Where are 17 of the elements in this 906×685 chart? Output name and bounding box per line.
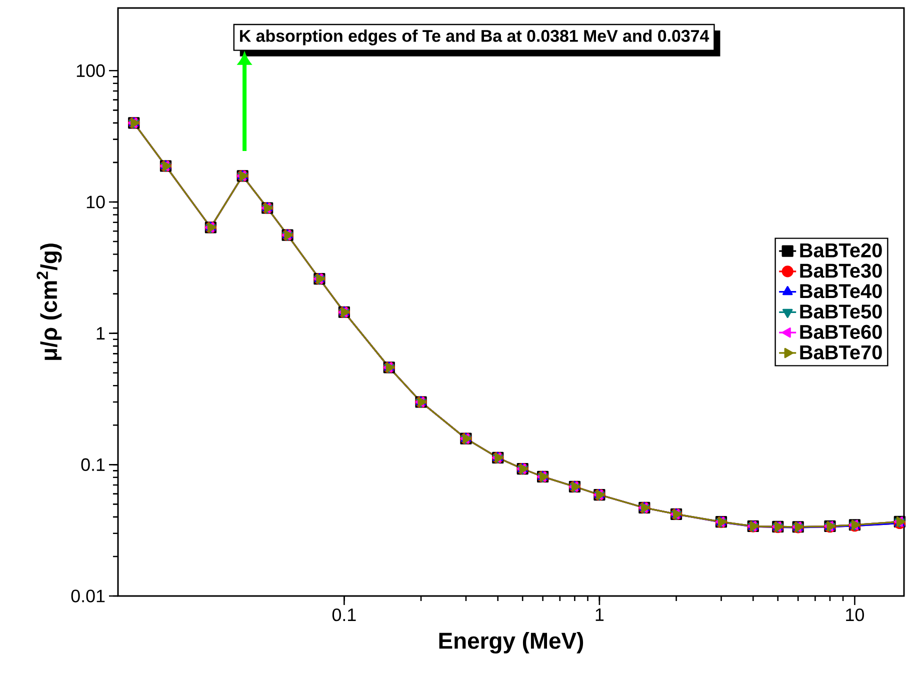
annotation: K absorption edges of Te and Ba at 0.0381 MeV and 0.0374 <box>240 29 710 46</box>
y-tick-label: 0.01 <box>71 590 105 602</box>
x-axis-title: Energy (MeV) <box>439 632 584 654</box>
x-tick-label: 1 <box>596 608 604 621</box>
x-tick-label: 10 <box>846 608 864 622</box>
legend-label: BaBTe60 <box>800 324 882 339</box>
y-tick-label: 1 <box>96 327 105 340</box>
y-axis-title: μ/ρ (cm$^{2}$/g) <box>36 244 62 360</box>
y-tick-label: 100 <box>76 64 105 78</box>
legend-label: BaBTe20 <box>800 243 882 258</box>
legend-label: BaBTe30 <box>800 264 882 278</box>
x-tick-label: 0.1 <box>332 608 356 622</box>
y-tick-label: 0.1 <box>81 458 105 472</box>
legend-label: BaBTe50 <box>800 304 882 319</box>
legend-label: BaBTe70 <box>800 345 882 360</box>
y-tick-label: 10 <box>86 196 105 208</box>
legend-label: BaBTe40 <box>800 284 882 298</box>
